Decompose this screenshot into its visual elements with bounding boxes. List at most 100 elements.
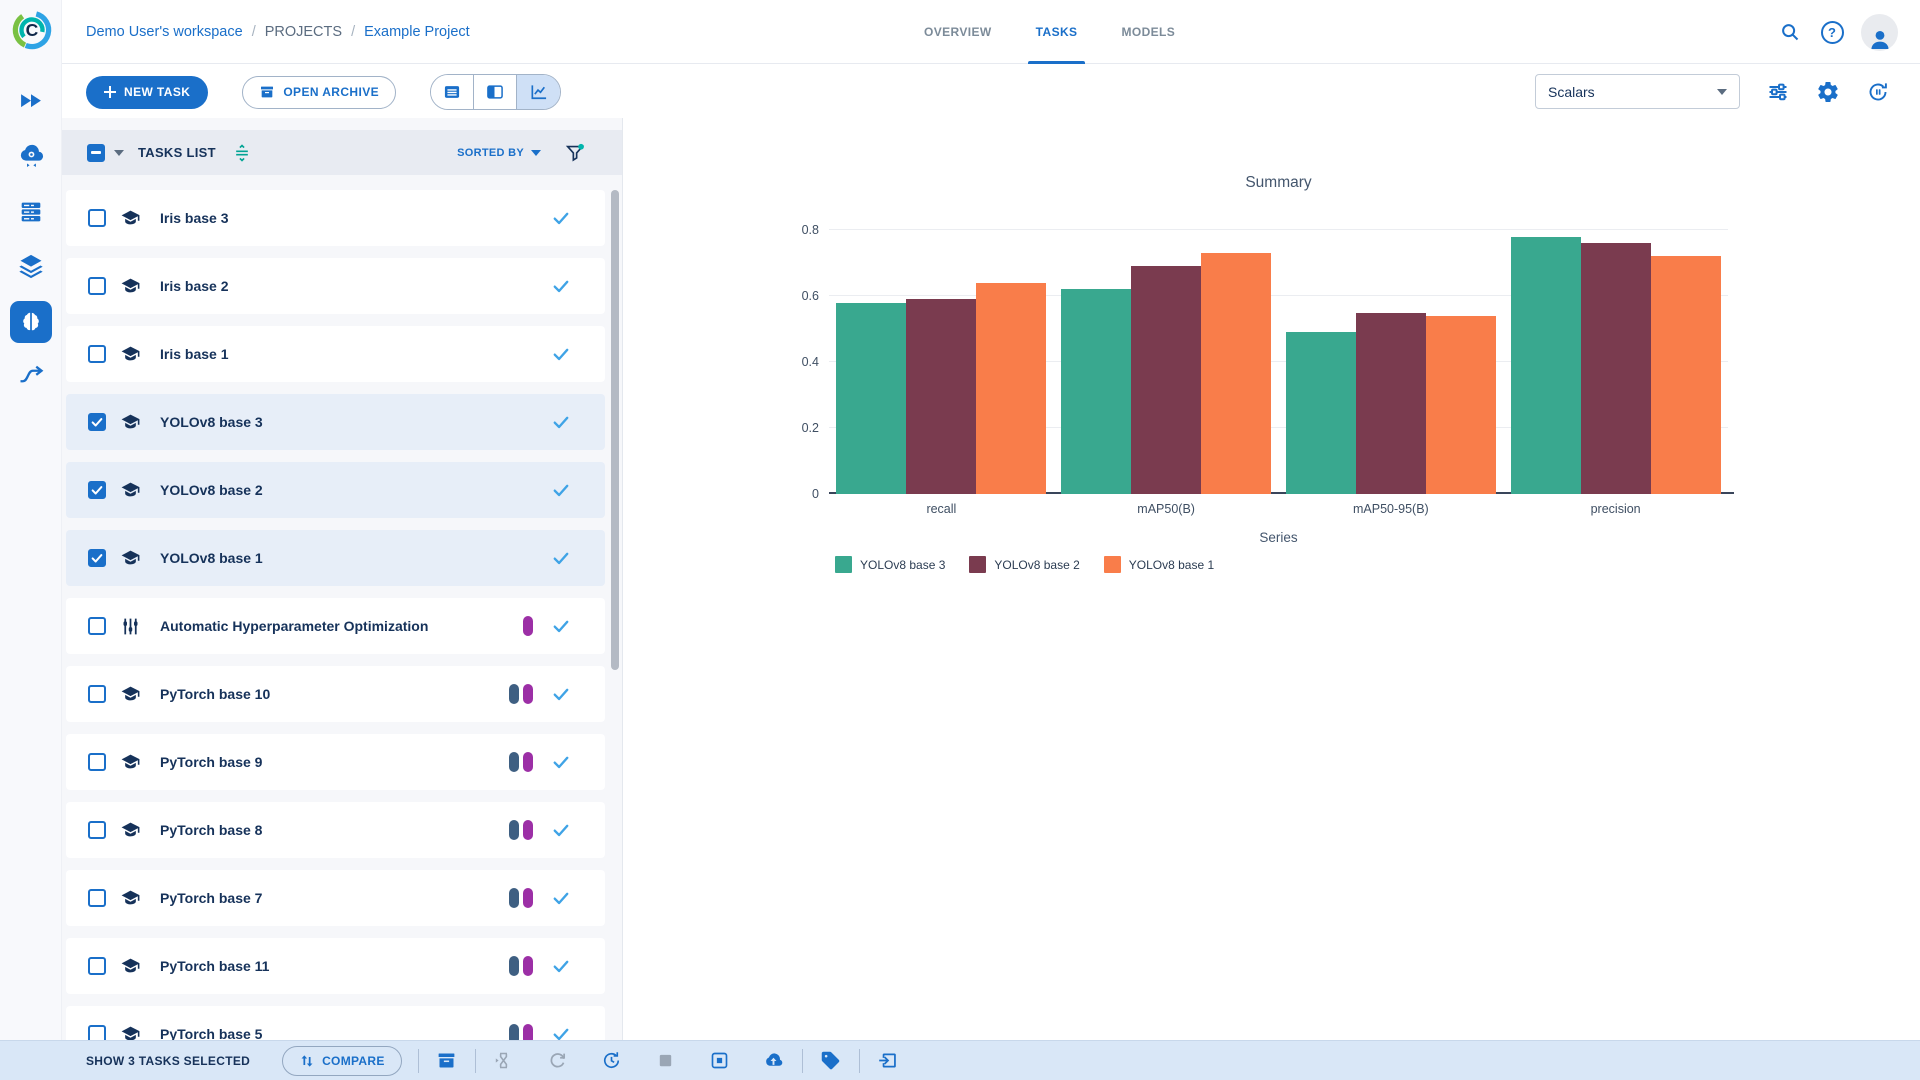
tag-pill-purple xyxy=(523,888,533,908)
task-row[interactable]: PyTorch base 9 xyxy=(66,734,605,790)
bar xyxy=(836,302,907,494)
add-tag-icon[interactable] xyxy=(819,1049,843,1073)
svg-text:C: C xyxy=(26,20,39,40)
tab-tasks[interactable]: TASKS xyxy=(1027,0,1086,64)
datasets-icon[interactable] xyxy=(17,252,45,280)
legend-item[interactable]: YOLOv8 base 2 xyxy=(969,556,1080,573)
task-row[interactable]: Iris base 1 xyxy=(66,326,605,382)
task-checkbox[interactable] xyxy=(88,685,106,703)
chart-view-icon[interactable] xyxy=(517,75,561,109)
task-row[interactable]: Iris base 2 xyxy=(66,258,605,314)
sorted-by-button[interactable]: SORTED BY xyxy=(457,146,524,159)
tasks-list-title: TASKS LIST xyxy=(138,145,216,160)
task-status-check-icon xyxy=(551,548,571,568)
breadcrumb-workspace[interactable]: Demo User's workspace xyxy=(86,24,243,40)
clearml-logo[interactable]: C xyxy=(11,9,53,51)
tab-overview[interactable]: OVERVIEW xyxy=(924,25,992,39)
sorted-by-chevron-icon[interactable] xyxy=(531,149,541,156)
sort-icon[interactable] xyxy=(232,143,252,163)
task-row[interactable]: Iris base 3 xyxy=(66,190,605,246)
compare-icon xyxy=(301,1054,313,1067)
filter-icon[interactable] xyxy=(564,142,586,164)
task-checkbox[interactable] xyxy=(88,277,106,295)
gear-icon[interactable] xyxy=(1816,80,1840,104)
task-name: PyTorch base 8 xyxy=(160,822,263,838)
x-axis-title: Series xyxy=(1259,530,1298,545)
task-checkbox[interactable] xyxy=(88,617,106,635)
tag-pill-purple xyxy=(523,752,533,772)
task-checkbox[interactable] xyxy=(88,957,106,975)
task-checkbox[interactable] xyxy=(88,1025,106,1040)
move-to-project-icon[interactable] xyxy=(876,1049,900,1073)
footer-action-bar: SHOW 3 TASKS SELECTED COMPARE xyxy=(0,1040,1920,1080)
bar xyxy=(1425,315,1496,494)
task-checkbox[interactable] xyxy=(88,889,106,907)
breadcrumb-project-name[interactable]: Example Project xyxy=(364,24,470,40)
tag-pill-purple xyxy=(523,616,533,636)
task-checkbox[interactable] xyxy=(88,481,106,499)
projects-icon[interactable] xyxy=(17,89,45,117)
avatar[interactable] xyxy=(1861,13,1898,51)
task-checkbox[interactable] xyxy=(88,821,106,839)
help-icon[interactable] xyxy=(1819,19,1845,45)
serving-icon[interactable] xyxy=(17,142,45,170)
view-toggle-group xyxy=(430,74,562,110)
table-view-icon[interactable] xyxy=(431,75,475,109)
open-archive-button[interactable]: OPEN ARCHIVE xyxy=(242,75,397,109)
task-name: PyTorch base 9 xyxy=(160,754,263,770)
tag-pill-purple xyxy=(523,1024,533,1040)
task-row[interactable]: PyTorch base 7 xyxy=(66,870,605,926)
tag-pill-purple xyxy=(523,684,533,704)
selection-menu-chevron-icon[interactable] xyxy=(114,149,124,156)
x-tick-label: precision xyxy=(1590,502,1641,516)
tune-icon[interactable] xyxy=(1766,80,1790,104)
abort-all-children-icon[interactable] xyxy=(708,1049,732,1073)
topbar: Demo User's workspace / PROJECTS / Examp… xyxy=(62,0,1920,64)
workers-queues-icon[interactable] xyxy=(17,198,45,226)
gridline xyxy=(829,361,1728,362)
archive-icon[interactable] xyxy=(435,1049,459,1073)
task-row[interactable]: PyTorch base 8 xyxy=(66,802,605,858)
breadcrumb-projects[interactable]: PROJECTS xyxy=(264,24,343,40)
training-task-icon xyxy=(120,888,141,909)
legend-item[interactable]: YOLOv8 base 3 xyxy=(835,556,945,573)
reset-icon xyxy=(546,1049,570,1073)
legend-item[interactable]: YOLOv8 base 1 xyxy=(1103,556,1215,573)
legend-label: YOLOv8 base 3 xyxy=(860,557,946,572)
task-name: PyTorch base 7 xyxy=(160,890,263,906)
task-status-check-icon xyxy=(551,752,571,772)
archive-icon xyxy=(261,86,274,98)
bar-group: mAP50(B) xyxy=(1061,230,1272,516)
experiments-icon[interactable] xyxy=(10,301,52,343)
pipelines-icon[interactable] xyxy=(17,362,45,390)
task-row[interactable]: PyTorch base 5 xyxy=(66,1006,605,1040)
search-icon[interactable] xyxy=(1777,19,1803,45)
task-row[interactable]: Automatic Hyperparameter Optimization xyxy=(66,598,605,654)
task-checkbox[interactable] xyxy=(88,549,106,567)
task-checkbox[interactable] xyxy=(88,345,106,363)
publish-icon[interactable] xyxy=(762,1049,786,1073)
scrollbar-thumb[interactable] xyxy=(611,190,619,670)
new-task-button[interactable]: NEW TASK xyxy=(86,75,209,109)
legend-label: YOLOv8 base 1 xyxy=(1128,557,1215,572)
task-row[interactable]: YOLOv8 base 3 xyxy=(66,394,605,450)
compare-button[interactable]: COMPARE xyxy=(282,1045,402,1076)
bar xyxy=(1355,312,1426,494)
task-checkbox[interactable] xyxy=(88,753,106,771)
split-view-icon[interactable] xyxy=(474,75,518,109)
bar xyxy=(1580,243,1651,494)
task-checkbox[interactable] xyxy=(88,209,106,227)
task-checkbox[interactable] xyxy=(88,413,106,431)
retry-icon[interactable] xyxy=(600,1049,624,1073)
scalars-chart-panel: Summary 0 0.2 0.4 0.6 0.8 recall mAP50(B) mAP50… xyxy=(622,118,1920,1040)
task-row[interactable]: YOLOv8 base 1 xyxy=(66,530,605,586)
tag-pill-purple xyxy=(523,956,533,976)
select-all-checkbox[interactable] xyxy=(87,143,105,162)
x-tick-label: mAP50-95(B) xyxy=(1353,502,1429,516)
task-row[interactable]: PyTorch base 10 xyxy=(66,666,605,722)
auto-refresh-icon[interactable] xyxy=(1866,80,1890,104)
metric-selector[interactable]: Scalars xyxy=(1535,74,1740,109)
task-row[interactable]: YOLOv8 base 2 xyxy=(66,462,605,518)
tab-models[interactable]: MODELS xyxy=(1121,25,1176,39)
task-row[interactable]: PyTorch base 11 xyxy=(66,938,605,994)
